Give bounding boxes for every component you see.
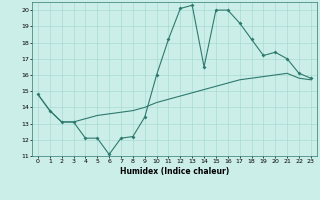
X-axis label: Humidex (Indice chaleur): Humidex (Indice chaleur) xyxy=(120,167,229,176)
